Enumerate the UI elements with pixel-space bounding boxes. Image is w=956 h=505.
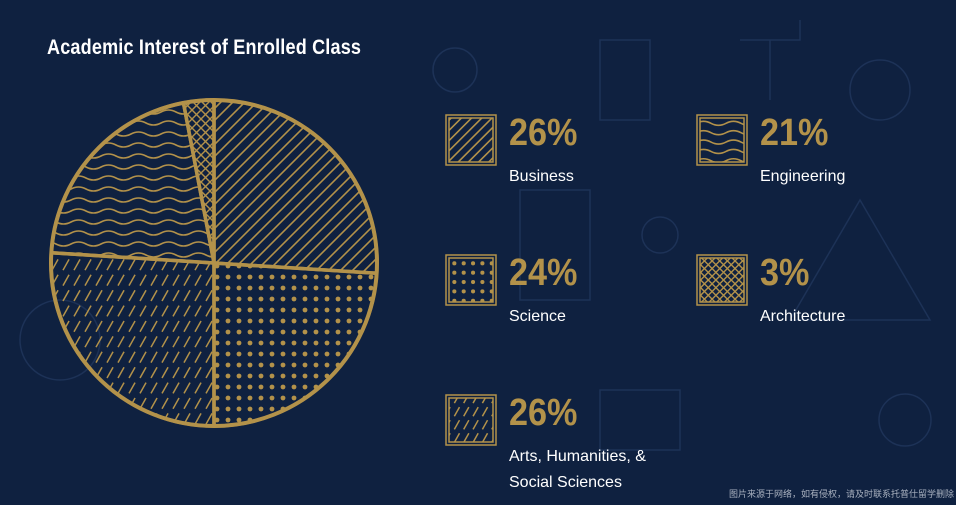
background-doodle — [740, 20, 801, 100]
legend-swatch-pattern — [700, 120, 744, 162]
pie-outline — [49, 98, 379, 428]
legend-swatch-architecture — [696, 254, 748, 306]
legend-swatch-inner-frame — [448, 117, 494, 163]
background-doodle — [519, 189, 591, 301]
legend-swatch-inner-frame — [448, 397, 494, 443]
legend-swatch-inner-frame — [699, 257, 745, 303]
legend-percent-arts: 26% — [509, 392, 578, 434]
background-doodle — [599, 389, 681, 451]
background-doodle — [599, 39, 651, 121]
legend-swatch-business — [445, 114, 497, 166]
legend-percent-business: 26% — [509, 112, 578, 154]
legend-swatch-outer-frame — [696, 254, 748, 306]
legend-swatch-outer-frame — [445, 394, 497, 446]
legend-label-business: Business — [509, 168, 574, 185]
legend-swatch-inner-frame — [699, 117, 745, 163]
legend-label-architecture: Architecture — [760, 308, 846, 325]
legend-swatch-engineering — [696, 114, 748, 166]
legend-label-engineering: Engineering — [760, 168, 846, 185]
legend-percent-science: 24% — [509, 252, 578, 294]
legend-percent-engineering: 21% — [760, 112, 829, 154]
legend-swatch-outer-frame — [445, 254, 497, 306]
chart-title: Academic Interest of Enrolled Class — [47, 36, 362, 59]
legend-swatch-pattern — [700, 258, 744, 302]
background-doodle — [878, 393, 932, 447]
legend-swatch-pattern — [452, 261, 493, 302]
legend-swatch-inner-frame — [448, 257, 494, 303]
legend-percent-architecture: 3% — [760, 252, 810, 294]
legend-swatch-pattern — [449, 118, 493, 162]
background-doodle — [788, 198, 932, 321]
legend-swatch-science — [445, 254, 497, 306]
background-doodle — [641, 216, 679, 254]
legend-label-arts: Arts, Humanities, & Social Sciences — [509, 448, 646, 491]
legend-swatch-outer-frame — [445, 114, 497, 166]
footer-note: 图片来源于网络，如有侵权，请及时联系托普仕留学删除 — [728, 490, 954, 500]
pie-slice-fill-architecture — [183, 100, 214, 263]
legend-swatch-outer-frame — [696, 114, 748, 166]
pie-slice-fill-science — [214, 263, 374, 423]
legend-label-science: Science — [509, 308, 566, 325]
legend-swatch-arts — [445, 394, 497, 446]
legend-swatch-pattern — [449, 398, 493, 442]
background-doodle — [849, 59, 911, 121]
pie-slice-fill-engineering — [51, 102, 215, 258]
background-doodle — [432, 47, 478, 93]
